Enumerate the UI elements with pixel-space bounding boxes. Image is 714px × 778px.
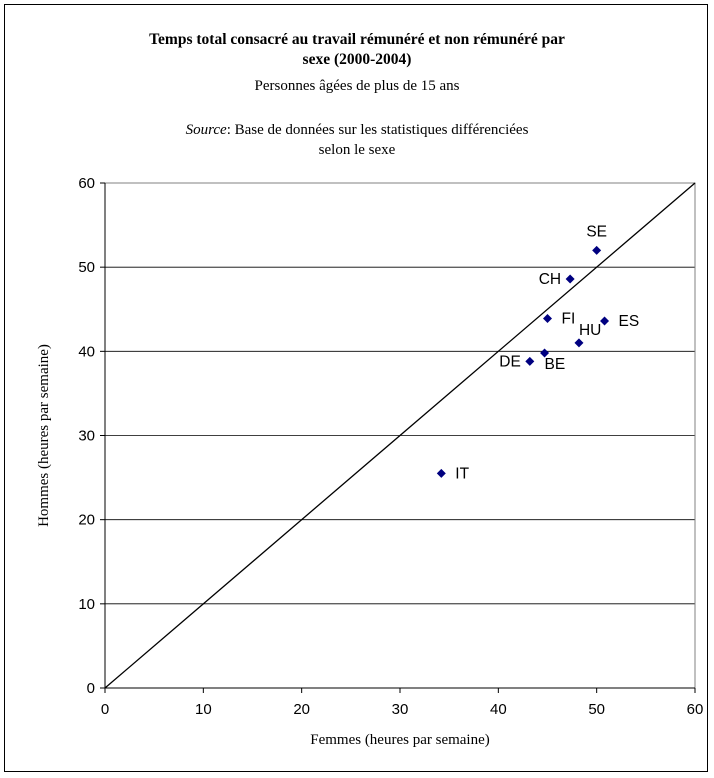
x-tick-label: 30: [392, 701, 409, 718]
y-tick-label: 40: [78, 343, 95, 360]
data-point-it: [436, 468, 446, 478]
y-tick-label: 20: [78, 512, 95, 529]
data-point-fi: [543, 314, 552, 324]
point-label-hu: HU: [579, 322, 601, 339]
source-text-line2: selon le sexe: [318, 142, 396, 158]
data-point-hu: [574, 338, 584, 348]
y-axis-label: Hommes (heures par semaine): [36, 344, 52, 527]
x-tick-label: 20: [293, 701, 310, 718]
chart-subtitle: Personnes âgées de plus de 15 ans: [254, 78, 460, 94]
y-tick-label: 0: [87, 680, 95, 697]
chart-frame: [4, 4, 708, 772]
point-label-it: IT: [455, 465, 469, 482]
x-axis-label: Femmes (heures par semaine): [310, 732, 490, 748]
x-tick-label: 40: [490, 701, 507, 718]
data-point-es: [600, 316, 610, 326]
reference-diagonal-line: [104, 182, 696, 689]
point-label-be: BE: [545, 356, 566, 373]
data-points: SE CH FI ES HU BE DE IT: [436, 223, 640, 482]
point-label-ch: CH: [539, 271, 561, 288]
x-tick-label: 10: [195, 701, 212, 718]
gridlines: [105, 182, 695, 605]
point-label-fi: FI: [562, 311, 576, 328]
data-point-ch: [565, 274, 575, 284]
chart-title-line1: Temps total consacré au travail rémunéré…: [149, 31, 565, 48]
axes: 0 10 20 30 40 50 60 0 10 20 30 40 50 60: [78, 175, 703, 718]
y-tick-label: 10: [78, 596, 95, 613]
source-label: Source: [185, 122, 227, 138]
x-tick-label: 60: [687, 701, 704, 718]
x-tick-label: 0: [101, 701, 109, 718]
source-text-line1: : Base de données sur les statistiques d…: [226, 122, 529, 138]
chart-source: Source: Base de données sur les statisti…: [0, 120, 714, 160]
data-point-be: [540, 348, 550, 358]
point-label-se: SE: [586, 223, 607, 240]
chart-title: Temps total consacré au travail rémunéré…: [0, 30, 714, 70]
point-label-de: DE: [499, 353, 521, 370]
data-point-se: [592, 245, 602, 255]
x-tick-label: 50: [588, 701, 605, 718]
point-label-es: ES: [619, 313, 640, 330]
y-tick-label: 50: [78, 259, 95, 276]
data-point-de: [525, 356, 535, 366]
chart-title-line2: sexe (2000-2004): [302, 51, 412, 68]
y-tick-label: 60: [78, 175, 95, 192]
y-tick-label: 30: [78, 428, 95, 445]
